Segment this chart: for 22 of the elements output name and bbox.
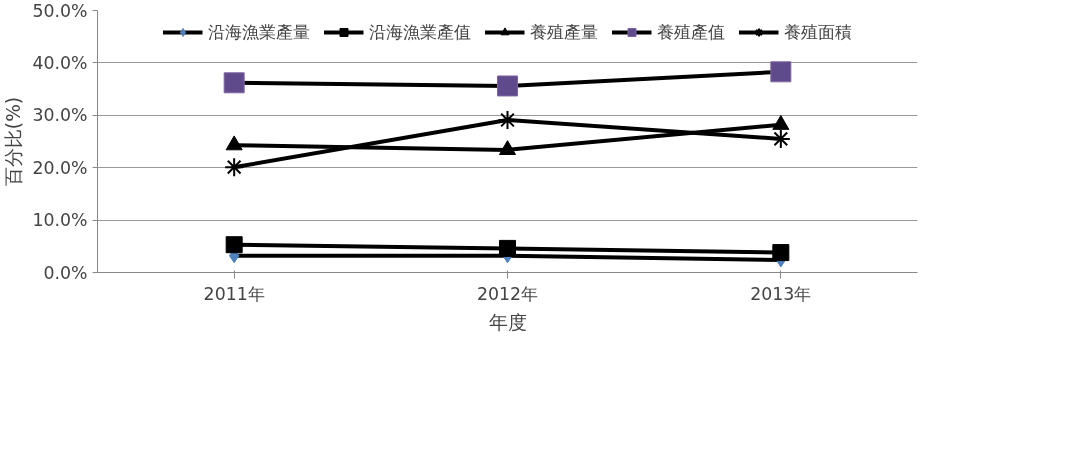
y-tick-label: 0.0% bbox=[43, 262, 88, 283]
x-tick-label: 2011年 bbox=[203, 283, 265, 304]
y-tick-label: 10.0% bbox=[32, 210, 88, 231]
point bbox=[497, 110, 518, 131]
y-tick-label: 40.0% bbox=[32, 52, 88, 73]
y-tick-label: 50.0% bbox=[32, 0, 88, 21]
legend-label: 沿海漁業產量 bbox=[207, 21, 310, 44]
legend-label: 養殖產值 bbox=[656, 21, 725, 44]
x-axis-title: 年度 bbox=[488, 311, 527, 333]
y-tick-label: 30.0% bbox=[32, 105, 88, 126]
x-tick-label: 2012年 bbox=[476, 283, 539, 304]
point bbox=[224, 157, 245, 178]
legend-label: 沿海漁業產值 bbox=[368, 21, 471, 44]
legend-label: 養殖產量 bbox=[529, 21, 598, 44]
y-tick-label: 20.0% bbox=[32, 157, 88, 178]
point bbox=[499, 239, 516, 257]
y-axis-title: 百分比(%) bbox=[3, 96, 25, 187]
point bbox=[770, 128, 791, 149]
point bbox=[772, 244, 790, 262]
legend-label: 養殖面積 bbox=[783, 21, 852, 44]
point bbox=[225, 236, 243, 254]
x-tick-label: 2013年 bbox=[750, 283, 812, 304]
